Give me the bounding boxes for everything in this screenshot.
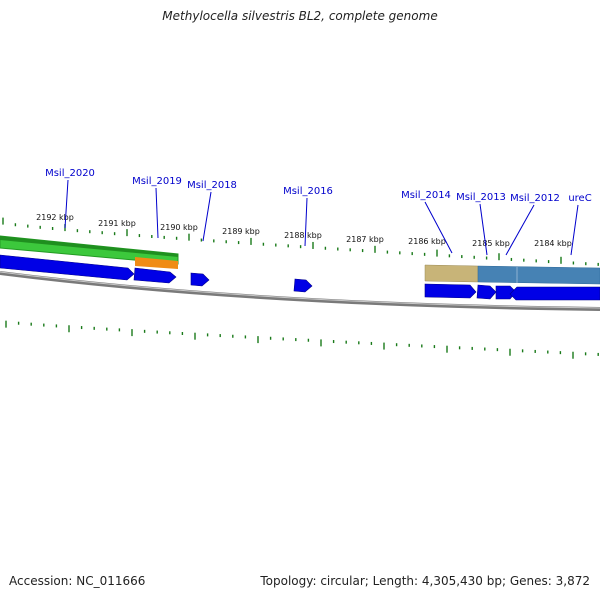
gene-label: Msil_2020: [45, 168, 95, 179]
gene-arrow: [476, 284, 497, 300]
scale-label: 2188 kbp: [284, 231, 322, 240]
gene-label: Msil_2012: [510, 193, 560, 204]
outer-tick-ring: [2, 217, 599, 266]
scale-label: 2186 kbp: [408, 237, 446, 246]
gene-leader-line: [505, 204, 535, 256]
length-label: Length: 4,305,430 bp: [372, 574, 502, 588]
feature-band-steel: [477, 265, 600, 285]
inner-tick-ring: [5, 320, 599, 359]
feature-band-tan: [424, 264, 479, 283]
gene-leader-line: [424, 201, 453, 254]
scale-label: 2192 kbp: [36, 213, 74, 222]
genome-backbone-highlight: [0, 271, 600, 309]
genome-stats: Topology: circular; Length: 4,305,430 bp…: [260, 574, 590, 588]
gene-label: Msil_2014: [401, 190, 451, 201]
gene-arrow: [0, 254, 135, 281]
gene-leader-line: [202, 191, 212, 242]
scale-labels: 2192 kbp 2191 kbp 2190 kbp 2189 kbp 2188 kbp…: [36, 213, 572, 248]
scale-label: 2184 kbp: [534, 239, 572, 248]
scale-label: 2191 kbp: [98, 219, 136, 228]
topology-label: Topology: circular: [260, 574, 365, 588]
scale-label: 2190 kbp: [160, 223, 198, 232]
gene-label: Msil_2016: [283, 186, 333, 197]
gene-label: Msil_2018: [187, 180, 237, 191]
gene-arrow: [190, 272, 210, 287]
gene-label: ureC: [568, 193, 591, 204]
scale-label: 2185 kbp: [472, 239, 510, 248]
gene-leader-line: [155, 187, 159, 239]
feature-band-green-dark: [0, 236, 178, 257]
scale-label: 2189 kbp: [222, 227, 260, 236]
genes-count-label: Genes: 3,872: [509, 574, 590, 588]
gene-arrow: [293, 278, 313, 293]
gene-labels: Msil_2020 Msil_2019 Msil_2018 Msil_2016 Msil…: [45, 168, 592, 256]
gene-leader-line: [479, 203, 488, 256]
gene-leader-line: [304, 197, 308, 247]
gene-label: Msil_2019: [132, 176, 182, 187]
feature-band-orange: [135, 257, 178, 269]
accession-label: Accession: NC_011666: [9, 574, 146, 588]
gene-label: Msil_2013: [456, 192, 506, 203]
gene-arrow: [424, 283, 477, 299]
gene-arrow: [509, 286, 600, 301]
gene-arrow: [133, 267, 177, 284]
gene-leader-line: [570, 204, 579, 256]
gene-leader-line: [64, 179, 69, 229]
scale-label: 2187 kbp: [346, 235, 384, 244]
map-title: Methylocella silvestris BL2, complete ge…: [162, 9, 438, 23]
genome-backbone: [0, 271, 600, 311]
